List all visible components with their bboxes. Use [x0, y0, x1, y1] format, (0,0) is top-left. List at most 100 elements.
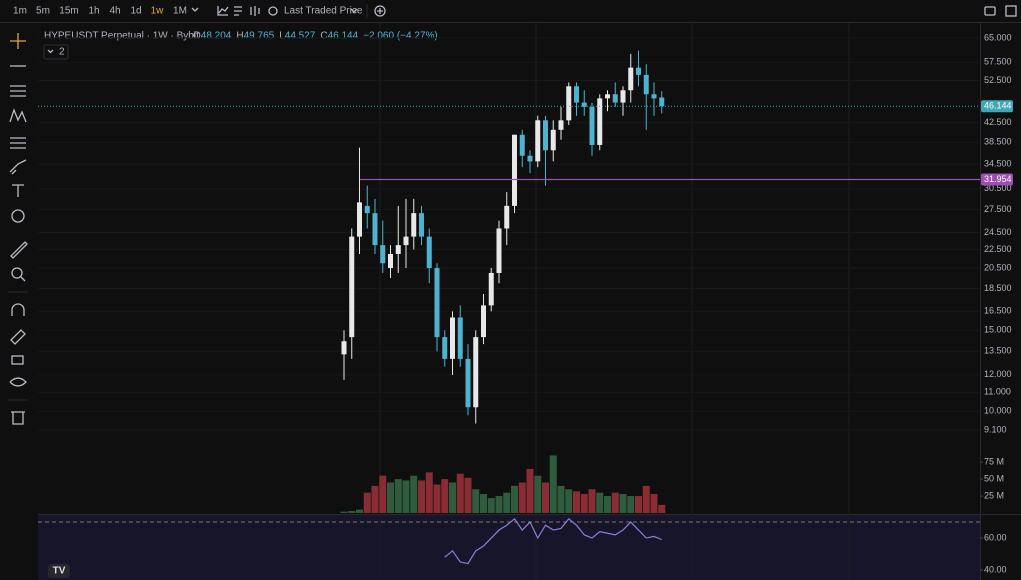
legend-key: O [193, 31, 201, 42]
volume-bar [573, 491, 580, 513]
candle-body [574, 86, 579, 103]
volume-bar [549, 455, 557, 513]
interval-button[interactable]: 1d [130, 6, 141, 17]
volume-bar [410, 475, 418, 513]
y-tick-label: 11.000 [984, 387, 1011, 397]
volume-bar [464, 477, 472, 513]
chart-type-button[interactable] [217, 6, 229, 16]
horizontal-line-label: 31.954 [984, 174, 1012, 184]
emoji-tool[interactable] [11, 209, 25, 223]
y-tick-label: 38.500 [984, 137, 1012, 147]
candle-body [457, 317, 463, 359]
volume-bar [402, 480, 410, 513]
interval-button[interactable]: 15m [59, 6, 78, 17]
screenshot-button[interactable] [984, 6, 996, 16]
indicators-button[interactable] [234, 6, 242, 16]
candle-body [419, 213, 424, 237]
logo-text: TV [53, 566, 66, 577]
candle-body [488, 272, 494, 306]
lock-tool[interactable] [11, 355, 24, 365]
y-tick-label: 18.500 [984, 283, 1012, 293]
crosshair-tool[interactable] [10, 33, 26, 49]
candle-body [566, 86, 572, 121]
add-icon [377, 8, 383, 14]
toggle-caret [47, 49, 54, 54]
candle-body [512, 134, 517, 206]
interval-dropdown[interactable] [191, 7, 199, 12]
candle-body [550, 129, 556, 151]
rsi-pane [38, 515, 980, 580]
interval-button[interactable]: 1w [151, 6, 165, 17]
y-tick-label: 15.000 [984, 325, 1012, 335]
lock-drawing-tool[interactable] [10, 329, 26, 345]
volume-bar [642, 485, 650, 513]
fib-tool[interactable] [10, 85, 26, 97]
legend-key: C [320, 31, 327, 42]
last-price-badge [981, 100, 1013, 113]
candle-body [496, 228, 502, 273]
legend-key: H [236, 31, 243, 42]
candle-body [364, 205, 370, 214]
interval-button[interactable]: 5m [36, 6, 50, 17]
y-tick-label: 10.000 [984, 406, 1012, 416]
candle-body [620, 90, 626, 103]
zoom-tool[interactable] [11, 267, 23, 279]
y-tick-label: 9.100 [984, 424, 1007, 434]
interval-button[interactable]: 4h [109, 6, 120, 17]
candle-body [349, 236, 355, 338]
volume-tick-label: 75 M [984, 457, 1004, 467]
toolbar-icons [191, 4, 1017, 18]
fullscreen-button[interactable] [1005, 5, 1017, 17]
volume-bar [495, 496, 503, 513]
settings-button[interactable] [268, 6, 278, 16]
volume-bar [441, 479, 449, 513]
interval-button[interactable]: 1h [88, 6, 99, 17]
candle-body [434, 268, 440, 338]
candle-body [465, 358, 471, 408]
price-source[interactable]: Last Traded Price [284, 6, 363, 17]
volume-bar [394, 479, 402, 513]
y-tick-label: 12.000 [984, 369, 1012, 379]
candle-body [643, 74, 649, 95]
legend-values: O 48.204 H 49.765 L 44.527 C 46.144 −2.060 (−4.2… [193, 31, 438, 42]
text-tool[interactable] [12, 184, 24, 197]
compare-button[interactable] [250, 6, 260, 16]
candle-body [612, 94, 618, 103]
y-tick-label: 22.500 [984, 244, 1012, 254]
volume-bar [472, 489, 480, 513]
volume-bar [588, 489, 596, 513]
visibility-tool[interactable] [9, 377, 27, 387]
add-button[interactable] [374, 5, 386, 17]
price-source-dropdown[interactable] [350, 8, 358, 13]
volume-bar [433, 484, 441, 513]
y-tick-label: 16.500 [984, 306, 1012, 316]
forecast-tool[interactable] [10, 137, 26, 149]
y-tick-label: 42.500 [984, 117, 1012, 127]
drawing-toolbar [8, 33, 28, 425]
volume-bar [425, 472, 433, 513]
pattern-tool[interactable] [9, 108, 27, 123]
volume-bar [627, 496, 635, 513]
magnet-tool[interactable] [11, 303, 25, 316]
volume-bar [534, 475, 542, 513]
interval-button[interactable]: 1M [173, 6, 187, 17]
candle-body [597, 98, 603, 145]
candle-body [442, 337, 448, 359]
volume-bar [348, 510, 356, 513]
legend-key: L [279, 31, 285, 42]
candle-body [341, 341, 347, 355]
rsi-tick-label: 60.00 [984, 532, 1007, 542]
y-tick-label: 27.500 [984, 204, 1012, 214]
delete-tool[interactable] [11, 411, 25, 425]
volume-bar [611, 492, 619, 513]
indicators-toggle[interactable] [43, 44, 69, 60]
brush-tool[interactable] [9, 159, 27, 175]
volume-bar [356, 509, 363, 513]
y-tick-label: 52.500 [984, 75, 1012, 85]
interval-button[interactable]: 1m [13, 6, 27, 17]
volume-bar [363, 492, 371, 513]
candle-body [581, 102, 587, 107]
measure-tool[interactable] [10, 241, 28, 259]
candle-body [605, 94, 610, 99]
volume-bar [387, 482, 394, 513]
